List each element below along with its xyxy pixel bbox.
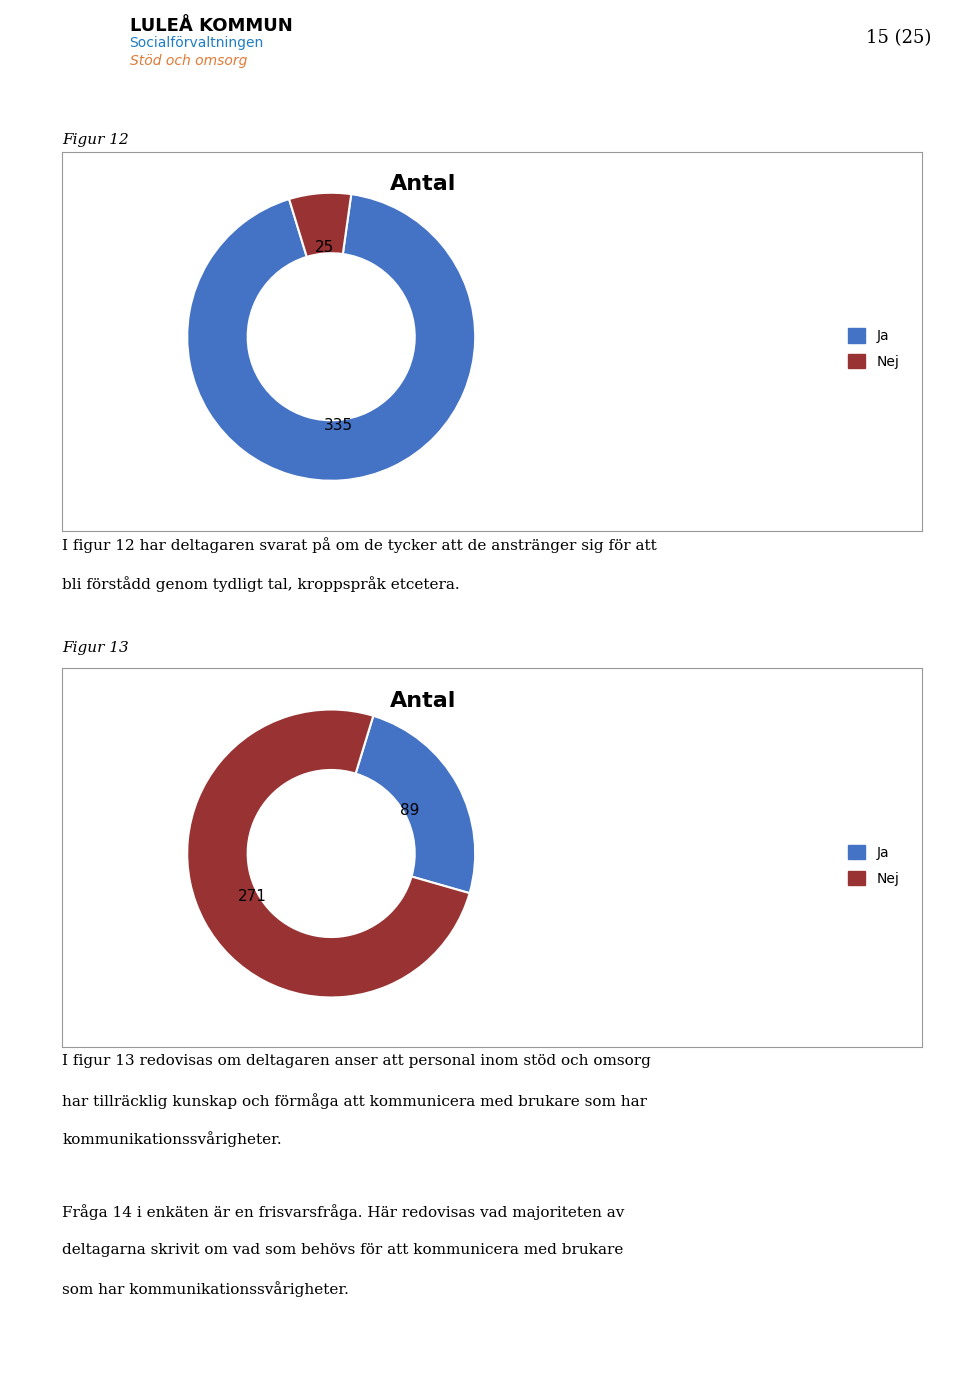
Text: bli förstådd genom tydligt tal, kroppspråk etcetera.: bli förstådd genom tydligt tal, kroppspr… [62, 576, 460, 593]
Legend: Ja, Nej: Ja, Nej [842, 321, 906, 376]
Text: Socialförvaltningen: Socialförvaltningen [130, 36, 264, 50]
Legend: Ja, Nej: Ja, Nej [842, 838, 906, 893]
Text: deltagarna skrivit om vad som behövs för att kommunicera med brukare: deltagarna skrivit om vad som behövs för… [62, 1243, 624, 1257]
Text: 15 (25): 15 (25) [866, 29, 931, 47]
Wedge shape [355, 715, 475, 893]
Text: Fråga 14 i enkäten är en frisvarsfråga. Här redovisas vad majoriteten av: Fråga 14 i enkäten är en frisvarsfråga. … [62, 1204, 625, 1221]
Text: 25: 25 [315, 240, 334, 255]
Wedge shape [289, 193, 351, 256]
Text: 271: 271 [238, 889, 267, 904]
Text: 335: 335 [324, 419, 352, 433]
Text: I figur 13 redovisas om deltagaren anser att personal inom stöd och omsorg: I figur 13 redovisas om deltagaren anser… [62, 1054, 651, 1068]
Wedge shape [187, 710, 469, 998]
Text: Stöd och omsorg: Stöd och omsorg [130, 54, 247, 68]
Text: I figur 12 har deltagaren svarat på om de tycker att de anstränger sig för att: I figur 12 har deltagaren svarat på om d… [62, 537, 658, 554]
Text: Figur 13: Figur 13 [62, 641, 130, 655]
Text: som har kommunikationssvårigheter.: som har kommunikationssvårigheter. [62, 1282, 349, 1298]
Text: har tillräcklig kunskap och förmåga att kommunicera med brukare som har: har tillräcklig kunskap och förmåga att … [62, 1093, 647, 1109]
Text: LULEÅ KOMMUN: LULEÅ KOMMUN [130, 17, 293, 34]
Text: 89: 89 [400, 803, 420, 819]
Text: kommunikationssvårigheter.: kommunikationssvårigheter. [62, 1131, 282, 1148]
Text: Antal: Antal [390, 690, 456, 711]
Text: Antal: Antal [390, 175, 456, 194]
Text: Figur 12: Figur 12 [62, 134, 130, 147]
Wedge shape [187, 194, 475, 481]
